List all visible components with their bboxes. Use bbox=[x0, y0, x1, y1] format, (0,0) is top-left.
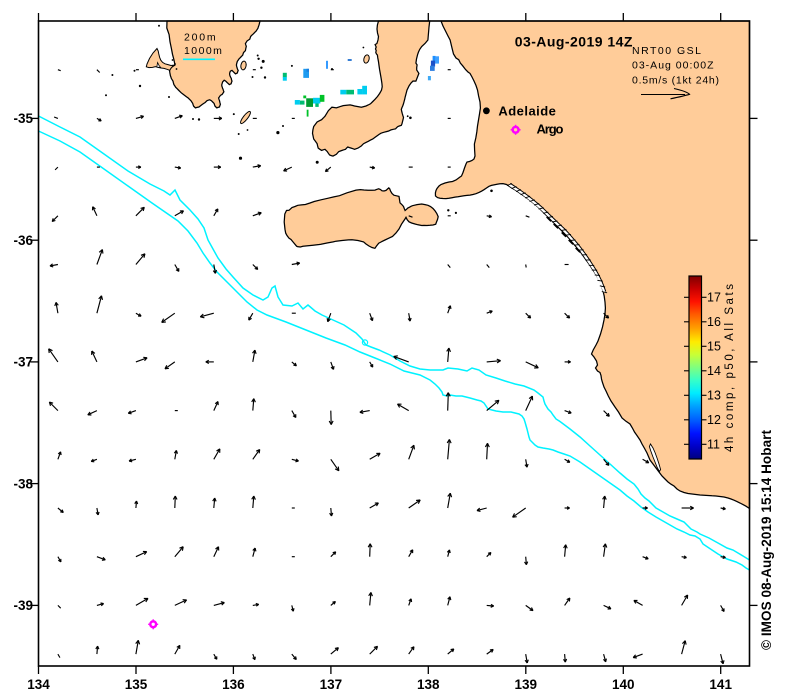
svg-text:0.5m/s (1kt 24h): 0.5m/s (1kt 24h) bbox=[632, 75, 719, 87]
svg-text:NRT00 GSL: NRT00 GSL bbox=[632, 45, 701, 57]
svg-text:1000m: 1000m bbox=[184, 45, 222, 57]
svg-text:© IMOS 08-Aug-2019 15:14 Hobar: © IMOS 08-Aug-2019 15:14 Hobart bbox=[759, 430, 774, 651]
svg-text:17: 17 bbox=[707, 291, 721, 305]
svg-text:141: 141 bbox=[709, 677, 732, 692]
svg-text:135: 135 bbox=[125, 677, 148, 692]
svg-text:-35: -35 bbox=[13, 111, 33, 126]
svg-text:03-Aug-2019 14Z: 03-Aug-2019 14Z bbox=[515, 33, 633, 49]
svg-text:-39: -39 bbox=[13, 598, 33, 613]
svg-text:-37: -37 bbox=[13, 355, 33, 370]
svg-text:134: 134 bbox=[27, 677, 50, 692]
svg-text:03-Aug 00:00Z: 03-Aug 00:00Z bbox=[632, 60, 714, 72]
svg-text:139: 139 bbox=[515, 677, 538, 692]
svg-text:11: 11 bbox=[707, 438, 720, 452]
svg-text:Argo: Argo bbox=[537, 122, 564, 137]
svg-text:Adelaide: Adelaide bbox=[498, 103, 556, 118]
svg-text:12: 12 bbox=[707, 413, 721, 427]
svg-text:14: 14 bbox=[707, 364, 721, 378]
svg-text:13: 13 bbox=[707, 389, 721, 403]
svg-text:16: 16 bbox=[707, 315, 721, 329]
svg-text:15: 15 bbox=[707, 340, 721, 354]
svg-text:-36: -36 bbox=[13, 233, 33, 248]
svg-text:136: 136 bbox=[222, 677, 245, 692]
svg-text:140: 140 bbox=[612, 677, 635, 692]
svg-text:4h comp, p50, All Sats: 4h comp, p50, All Sats bbox=[724, 284, 736, 452]
svg-text:137: 137 bbox=[320, 677, 343, 692]
svg-text:200m: 200m bbox=[184, 31, 216, 43]
svg-text:138: 138 bbox=[417, 677, 440, 692]
svg-text:-38: -38 bbox=[13, 476, 33, 491]
